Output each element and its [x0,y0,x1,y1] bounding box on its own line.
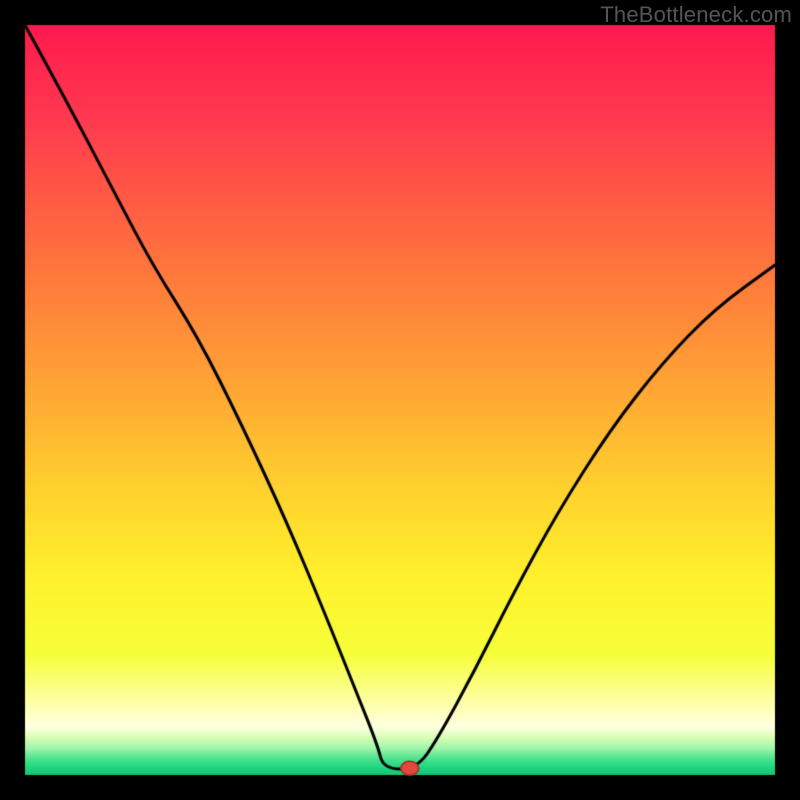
bottleneck-curve [0,0,800,800]
watermark-text: TheBottleneck.com [600,2,792,28]
